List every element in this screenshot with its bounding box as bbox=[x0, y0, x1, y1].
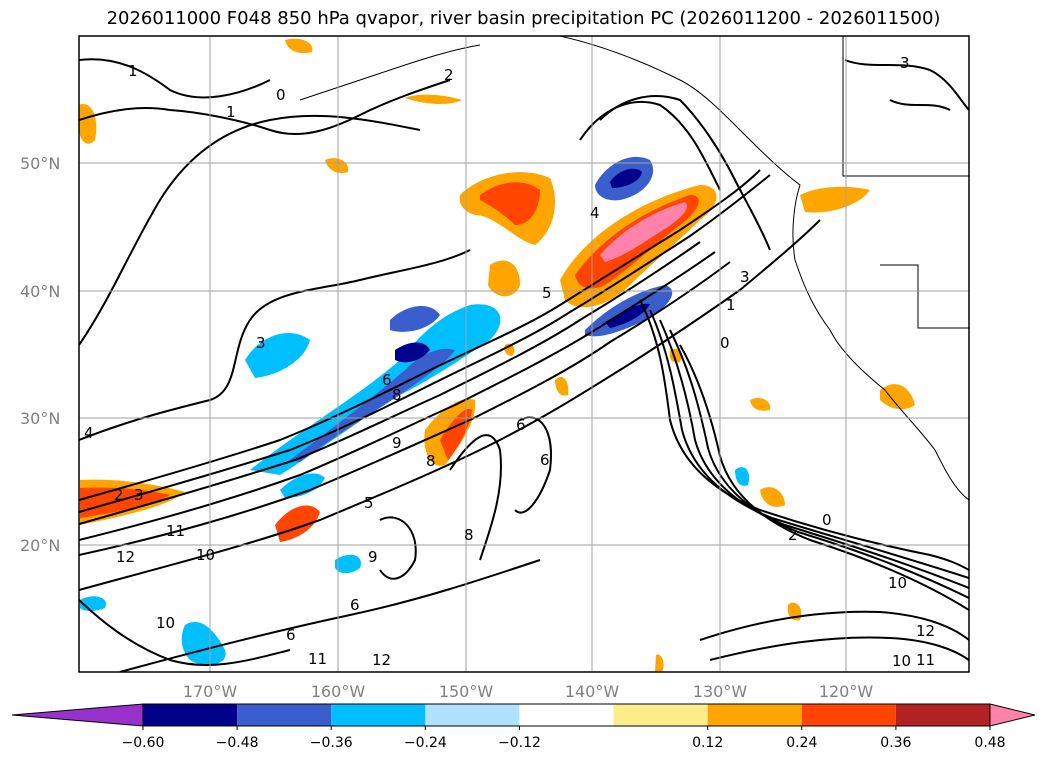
contour-label: 3 bbox=[900, 54, 910, 72]
contour-label: 3 bbox=[740, 268, 750, 286]
contour-label: 3 bbox=[134, 486, 144, 504]
colorbar-tick-label: −0.12 bbox=[498, 735, 541, 751]
contour-label: 2 bbox=[444, 66, 454, 84]
contour-label: 0 bbox=[720, 334, 730, 352]
colorbar: −0.60 −0.48 −0.36 −0.24 −0.12 0.12 0.24 0.36 0.4… bbox=[11, 703, 1036, 751]
colorbar-box bbox=[143, 704, 238, 726]
contour-label: 12 bbox=[372, 651, 391, 669]
contour-label: 1 bbox=[726, 296, 736, 314]
lon-label-120w: 120°W bbox=[819, 682, 874, 701]
contour-label: 5 bbox=[542, 284, 552, 302]
contour-label: 4 bbox=[590, 204, 600, 222]
colorbar-tick-label: −0.48 bbox=[216, 735, 259, 751]
contour-label: 11 bbox=[916, 651, 935, 669]
contour-label: 9 bbox=[392, 434, 402, 452]
colorbar-extend-low bbox=[11, 703, 144, 727]
graticule bbox=[79, 36, 969, 672]
contour-label: 4 bbox=[84, 424, 94, 442]
colorbar-box bbox=[519, 704, 614, 726]
colorbar-tick-label: 0.36 bbox=[880, 735, 911, 751]
contour-label: 12 bbox=[916, 622, 935, 640]
contour-label: 11 bbox=[308, 650, 327, 668]
colorbar-box bbox=[613, 704, 708, 726]
contour-label: 3 bbox=[256, 334, 266, 352]
contour-label: 0 bbox=[822, 511, 832, 529]
contour-label: 10 bbox=[888, 574, 907, 592]
contour-label: 6 bbox=[382, 371, 392, 389]
contour-label: 12 bbox=[116, 548, 135, 566]
contour-label: 10 bbox=[892, 652, 911, 670]
contour-label: 8 bbox=[426, 452, 436, 470]
lat-label-50n: 50°N bbox=[20, 154, 60, 173]
colorbar-box bbox=[237, 704, 332, 726]
coastline bbox=[299, 36, 969, 501]
map-field: 1 0 2 1 3 4 5 3 3 4 6 8 9 8 6 9 8 6 5 2 … bbox=[79, 36, 969, 672]
contour-label: 10 bbox=[156, 614, 175, 632]
map-title: 2026011000 F048 850 hPa qvapor, river ba… bbox=[106, 8, 941, 29]
contour-label: 6 bbox=[540, 451, 550, 469]
contour-label: 2 bbox=[114, 486, 124, 504]
lon-label-170w: 170°W bbox=[183, 682, 238, 701]
contour-label: 6 bbox=[286, 626, 296, 644]
contour-label: 9 bbox=[368, 548, 378, 566]
contour-label: 1 bbox=[128, 62, 138, 80]
contour-label: 0 bbox=[276, 86, 286, 104]
contour-label: 2 bbox=[788, 526, 798, 544]
colorbar-tick-label: −0.24 bbox=[404, 735, 447, 751]
colorbar-tick-label: −0.36 bbox=[310, 735, 353, 751]
colorbar-tick-label: 0.12 bbox=[692, 735, 723, 751]
lat-label-30n: 30°N bbox=[20, 409, 60, 428]
lon-label-130w: 130°W bbox=[693, 682, 748, 701]
colorbar-extend-high bbox=[989, 703, 1036, 727]
colorbar-tick-label: 0.24 bbox=[786, 735, 817, 751]
contour-label: 6 bbox=[350, 596, 360, 614]
lon-label-140w: 140°W bbox=[565, 682, 620, 701]
lat-label-20n: 20°N bbox=[20, 536, 60, 555]
lon-label-160w: 160°W bbox=[311, 682, 366, 701]
contour-labels: 1 0 2 1 3 4 5 3 3 4 6 8 9 8 6 9 8 6 5 2 … bbox=[84, 54, 935, 670]
contour-label: 1 bbox=[226, 103, 236, 121]
qvapor-contours bbox=[79, 58, 969, 672]
contour-label: 6 bbox=[516, 416, 526, 434]
contour-label: 5 bbox=[364, 494, 374, 512]
colorbar-tick-label: 0.48 bbox=[974, 735, 1005, 751]
contour-label: 8 bbox=[464, 526, 474, 544]
colorbar-box bbox=[707, 704, 802, 726]
lon-label-150w: 150°W bbox=[439, 682, 494, 701]
colorbar-box bbox=[895, 704, 990, 726]
longitude-labels: 170°W 160°W 150°W 140°W 130°W 120°W bbox=[183, 682, 874, 701]
lat-label-40n: 40°N bbox=[20, 282, 60, 301]
contour-label: 11 bbox=[166, 522, 185, 540]
contour-label: 10 bbox=[196, 546, 215, 564]
colorbar-tick-label: −0.60 bbox=[122, 735, 165, 751]
colorbar-outline bbox=[142, 703, 991, 727]
precip-pc-shading bbox=[79, 38, 915, 672]
colorbar-box bbox=[801, 704, 896, 726]
map-frame bbox=[78, 35, 970, 673]
contour-label: 8 bbox=[392, 386, 402, 404]
colorbar-box bbox=[425, 704, 520, 726]
latitude-labels: 50°N 40°N 30°N 20°N bbox=[20, 154, 60, 555]
colorbar-box bbox=[331, 704, 426, 726]
